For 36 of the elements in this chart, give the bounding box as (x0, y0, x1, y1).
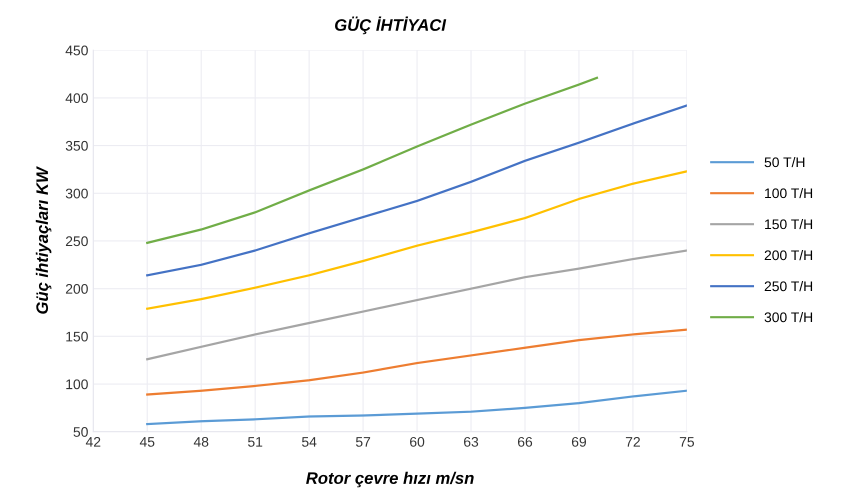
line-series (146, 104, 687, 276)
legend-label: 250 T/H (764, 280, 812, 292)
line-series (146, 249, 687, 360)
line-series (146, 390, 687, 426)
x-tick-label: 54 (302, 437, 316, 447)
legend-label: 200 T/H (764, 250, 812, 260)
legend-label: 150 T/H (765, 218, 812, 230)
y-tick-label: 300 (66, 188, 88, 198)
legend-label: 100 T/H (765, 188, 812, 198)
x-tick-label: 72 (626, 436, 640, 447)
x-tick-label: 42 (86, 436, 100, 447)
line-series (146, 76, 598, 244)
legend-label: 300 T/H (764, 312, 812, 322)
x-tick-label: 57 (356, 437, 370, 447)
y-tick-label: 350 (66, 140, 88, 151)
line-series (146, 170, 687, 310)
y-tick-label: 400 (66, 93, 88, 104)
y-tick-label: 150 (66, 332, 88, 342)
y-tick-label: 250 (66, 236, 88, 246)
x-tick-label: 63 (464, 436, 478, 447)
x-tick-label: 69 (572, 436, 586, 447)
y-tick-label: 200 (66, 284, 88, 294)
x-tick-label: 66 (518, 436, 532, 447)
y-tick-label: 450 (66, 46, 88, 56)
x-tick-label: 60 (410, 436, 424, 447)
x-tick-label: 48 (194, 436, 208, 447)
line-series (146, 328, 687, 396)
y-tick-label: 100 (66, 379, 88, 390)
legend-label: 50 T/H (764, 156, 804, 168)
y-tick-label: 50 (74, 427, 88, 437)
x-tick-label: 45 (140, 437, 154, 447)
x-tick-label: 51 (248, 437, 262, 447)
x-tick-label: 75 (680, 437, 694, 447)
chart-title: GÜÇ İHTİYACI (335, 16, 446, 34)
x-axis-title: Rotor çevre hızı m/sn (306, 472, 474, 488)
y-axis-title: Güç ihtiyaçları KW (36, 166, 52, 314)
